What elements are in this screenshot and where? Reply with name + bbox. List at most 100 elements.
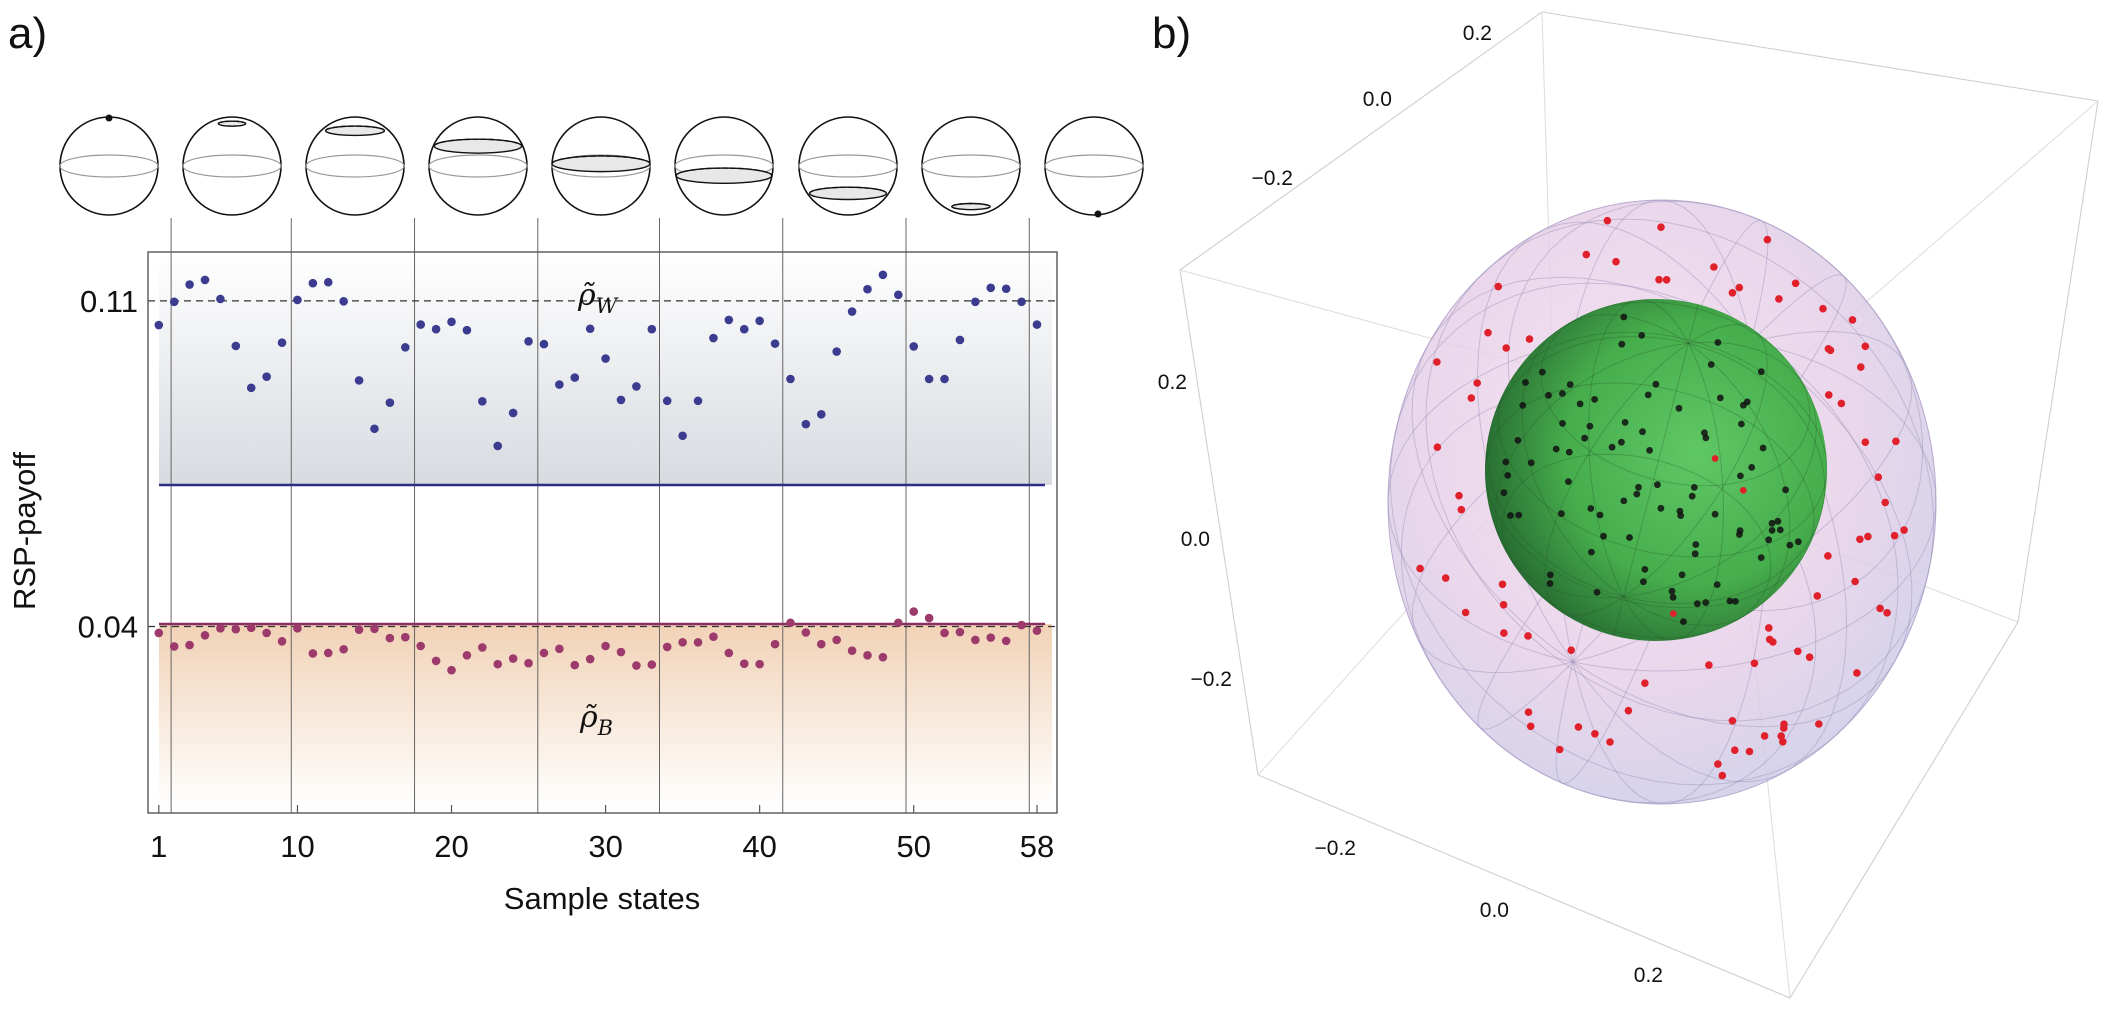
bloch-sphere-icon bbox=[305, 116, 405, 216]
lower-data-point bbox=[894, 618, 903, 628]
inner-point bbox=[1559, 420, 1566, 427]
outer-point bbox=[1710, 263, 1718, 271]
outer-point bbox=[1851, 577, 1859, 586]
upper-data-point bbox=[262, 372, 271, 381]
upper-data-point bbox=[231, 341, 241, 351]
inner-point bbox=[1711, 455, 1719, 462]
lower-data-point bbox=[185, 640, 194, 650]
inner-point bbox=[1740, 401, 1747, 409]
outer-point bbox=[1735, 283, 1744, 292]
upper-data-point bbox=[570, 373, 580, 382]
lower-region-label: ρ̃B bbox=[579, 700, 613, 740]
inner-point bbox=[1646, 447, 1653, 454]
upper-data-point bbox=[909, 342, 919, 351]
upper-data-point bbox=[770, 339, 780, 348]
upper-data-point bbox=[662, 396, 672, 406]
upper-data-point bbox=[478, 397, 487, 406]
outer-point bbox=[1494, 282, 1502, 291]
outer-point bbox=[1780, 724, 1788, 732]
upper-data-point bbox=[1001, 284, 1011, 294]
upper-data-point bbox=[647, 324, 657, 334]
lower-data-point bbox=[770, 639, 780, 649]
lower-data-point bbox=[370, 624, 379, 634]
z-tick-label: 0.0 bbox=[1181, 528, 1210, 551]
inner-point bbox=[1678, 571, 1686, 579]
outer-point bbox=[1416, 564, 1424, 573]
outer-point bbox=[1763, 235, 1772, 244]
upper-data-point bbox=[216, 294, 225, 304]
outer-point bbox=[1524, 708, 1533, 716]
upper-data-point bbox=[585, 324, 595, 334]
inner-point bbox=[1652, 380, 1660, 388]
lower-data-point bbox=[662, 642, 672, 652]
x-tick-label: 50 bbox=[896, 829, 930, 864]
lower-data-point bbox=[678, 637, 687, 647]
lower-data-point bbox=[986, 633, 996, 642]
upper-data-point bbox=[416, 320, 426, 329]
inner-point bbox=[1702, 434, 1710, 442]
lower-data-point bbox=[971, 635, 980, 645]
outer-point bbox=[1791, 279, 1800, 288]
inner-point bbox=[1500, 489, 1508, 497]
outer-point bbox=[1728, 717, 1737, 725]
lower-data-point bbox=[832, 635, 841, 645]
outer-point bbox=[1856, 535, 1864, 544]
inner-point bbox=[1515, 511, 1523, 519]
upper-data-point bbox=[462, 325, 472, 335]
outer-point bbox=[1775, 295, 1783, 303]
inner-point bbox=[1502, 458, 1510, 466]
lower-data-point bbox=[262, 628, 271, 638]
inner-point bbox=[1782, 486, 1789, 494]
upper-data-point bbox=[832, 347, 841, 356]
inner-point bbox=[1620, 313, 1628, 321]
inner-point bbox=[1759, 444, 1767, 452]
inner-point bbox=[1691, 550, 1699, 558]
inner-point bbox=[1768, 519, 1776, 527]
upper-data-point bbox=[971, 297, 980, 307]
y-axis-ticks: 0.04 0.11 bbox=[78, 284, 138, 645]
bloch-sphere-icon bbox=[551, 116, 651, 216]
lower-data-point bbox=[601, 641, 610, 651]
lower-data-point bbox=[1001, 636, 1011, 646]
outer-point bbox=[1603, 216, 1612, 225]
outer-point bbox=[1864, 532, 1872, 541]
inner-point bbox=[1711, 510, 1719, 518]
outer-point bbox=[1524, 632, 1532, 640]
upper-data-point bbox=[693, 396, 703, 406]
lower-data-point bbox=[739, 659, 749, 668]
lower-data-point bbox=[400, 632, 410, 642]
lower-data-point bbox=[816, 639, 826, 649]
inner-point bbox=[1726, 597, 1734, 605]
outer-point bbox=[1813, 592, 1822, 600]
lower-data-point bbox=[632, 661, 641, 670]
inner-point bbox=[1714, 339, 1722, 346]
outer-point bbox=[1582, 250, 1591, 259]
outer-sphere-points bbox=[1416, 216, 1908, 780]
lower-data-point bbox=[786, 618, 795, 628]
outer-point bbox=[1857, 363, 1865, 371]
lower-data-point bbox=[339, 644, 348, 654]
lower-data-point bbox=[524, 658, 533, 668]
group-boundaries bbox=[170, 218, 1030, 813]
outer-point bbox=[1641, 679, 1649, 687]
panel-a-label: a) bbox=[8, 9, 47, 58]
outer-point bbox=[1794, 647, 1802, 656]
inner-point bbox=[1504, 472, 1512, 479]
upper-data-point bbox=[524, 337, 533, 346]
inner-point bbox=[1774, 517, 1782, 525]
lower-data-point bbox=[216, 624, 225, 633]
outer-point bbox=[1461, 608, 1470, 617]
outer-point bbox=[1433, 358, 1441, 366]
outer-point bbox=[1455, 491, 1463, 500]
outer-point bbox=[1853, 669, 1861, 677]
inner-point bbox=[1559, 390, 1566, 397]
outer-point bbox=[1815, 720, 1823, 728]
outer-point bbox=[1624, 706, 1633, 715]
outer-point bbox=[1861, 342, 1870, 351]
lower-data-point bbox=[323, 648, 333, 658]
inner-point bbox=[1776, 526, 1784, 534]
inner-point bbox=[1768, 527, 1776, 534]
lower-data-point bbox=[724, 648, 734, 658]
inner-point bbox=[1626, 534, 1633, 541]
lower-data-point bbox=[539, 648, 549, 658]
